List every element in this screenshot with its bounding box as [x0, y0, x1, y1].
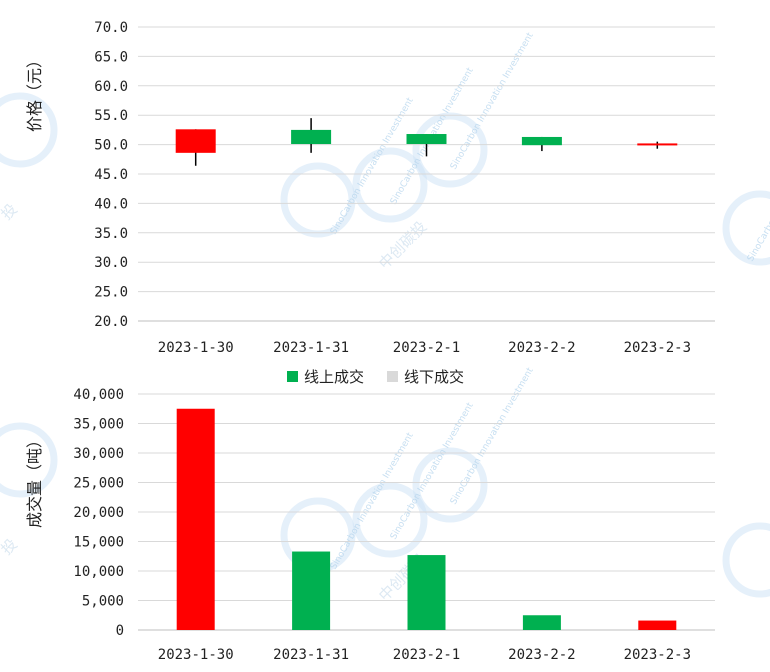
watermark-cn-text: 中创碳投 [375, 218, 430, 273]
watermark-ring [280, 162, 356, 238]
volume-y-tick-label: 35,000 [73, 417, 124, 433]
price-y-tick-label: 70.0 [94, 20, 128, 36]
watermark-ring [352, 147, 428, 223]
price-y-tick-label: 25.0 [94, 285, 128, 301]
price-y-tick-label: 50.0 [94, 138, 128, 154]
price-y-tick-label: 20.0 [94, 314, 128, 330]
legend-swatch [287, 371, 298, 382]
price-y-tick-label: 55.0 [94, 108, 128, 124]
watermark-ring [0, 92, 58, 168]
price-y-axis-label: 价格（元） [25, 52, 44, 132]
watermark-glyph: 投 [0, 200, 21, 223]
watermark-ring [352, 482, 428, 558]
watermark-ring [0, 422, 58, 498]
price-y-tick-label: 35.0 [94, 226, 128, 242]
watermark-text: SinoCarbon Innovation Investment [389, 401, 476, 542]
watermark-glyph: 投 [0, 535, 21, 558]
volume-y-tick-label: 40,000 [73, 387, 124, 403]
price-candlestick-chart: 20.0 25.0 30.0 35.0 40.0 45.0 50.0 55.0 60.0 65.0… [25, 20, 715, 356]
volume-bar [407, 555, 446, 630]
price-x-tick-label: 2023-2-2 [508, 340, 575, 356]
volume-x-tick-label: 2023-2-1 [393, 647, 460, 663]
candle-body [637, 143, 678, 146]
watermark-ring [412, 112, 488, 188]
candle-body [406, 134, 447, 145]
watermark-ring [722, 190, 770, 266]
volume-y-tick-label: 5,000 [82, 594, 124, 610]
price-x-tick-label: 2023-1-31 [273, 340, 349, 356]
candle-body [175, 129, 216, 153]
volume-y-tick-label: 25,000 [73, 476, 124, 492]
price-y-tick-label: 60.0 [94, 79, 128, 95]
volume-bar [638, 620, 677, 630]
price-y-tick-label: 45.0 [94, 167, 128, 183]
candle-body [291, 129, 332, 145]
volume-y-axis-label: 成交量（吨） [25, 432, 44, 528]
price-y-tick-label: 40.0 [94, 196, 128, 212]
watermark-text: SinoCarbon Innovation Investment [449, 366, 536, 507]
volume-x-tick-label: 2023-1-30 [158, 647, 234, 663]
volume-x-tick-label: 2023-2-2 [508, 647, 575, 663]
legend-label: 线下成交 [404, 368, 464, 386]
volume-bar [176, 408, 215, 630]
price-x-tick-label: 2023-1-30 [158, 340, 234, 356]
price-y-tick-label: 65.0 [94, 49, 128, 65]
candle-body [521, 136, 562, 146]
volume-bar-chart: 0 5,000 10,000 15,000 20,000 25,000 30,000 35,0… [25, 368, 715, 663]
legend-swatch [387, 371, 398, 382]
price-y-tick-label: 30.0 [94, 255, 128, 271]
watermark-text: SinoCarbon Innovation Investment [449, 31, 536, 172]
volume-y-tick-label: 10,000 [73, 564, 124, 580]
volume-bar [292, 551, 331, 630]
volume-x-tick-label: 2023-1-31 [273, 647, 349, 663]
watermark-ring [722, 522, 770, 598]
volume-x-tick-label: 2023-2-3 [624, 647, 691, 663]
volume-legend: 线上成交 线下成交 [287, 368, 464, 386]
volume-bar [522, 615, 561, 630]
price-x-tick-label: 2023-2-3 [624, 340, 691, 356]
watermark-ring [412, 447, 488, 523]
legend-label: 线上成交 [304, 368, 364, 386]
volume-y-tick-label: 15,000 [73, 535, 124, 551]
volume-y-tick-label: 0 [116, 623, 124, 639]
price-x-tick-label: 2023-2-1 [393, 340, 460, 356]
volume-y-tick-label: 30,000 [73, 446, 124, 462]
volume-y-tick-label: 20,000 [73, 505, 124, 521]
